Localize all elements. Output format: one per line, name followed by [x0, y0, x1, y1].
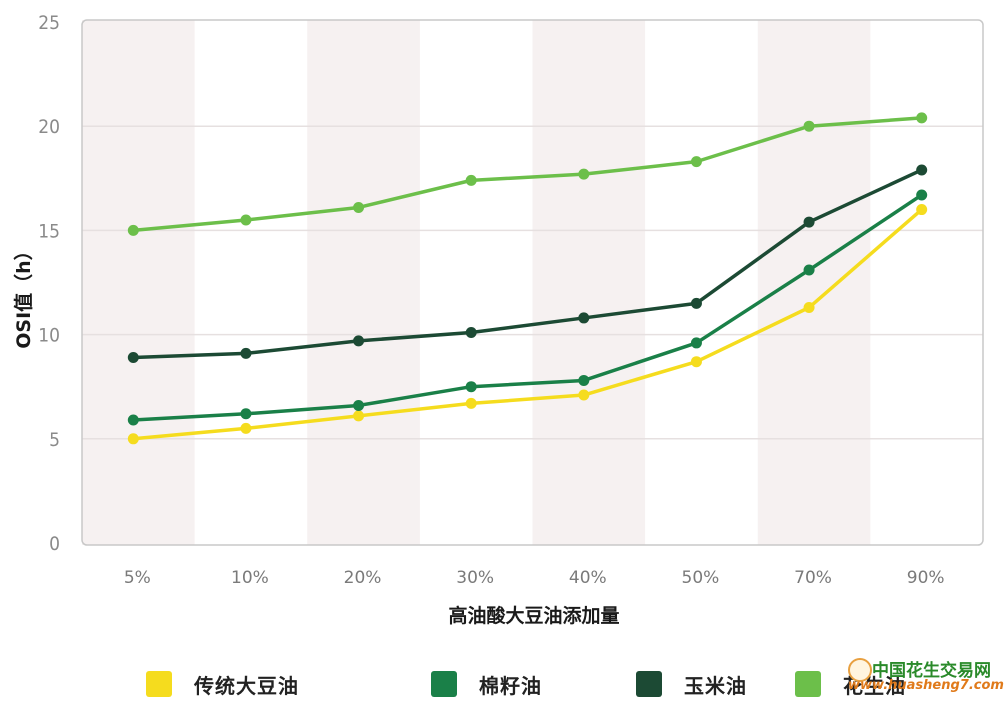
data-point [803, 302, 815, 314]
column-bands [82, 20, 871, 545]
x-tick-label: 70% [794, 568, 832, 588]
data-point [240, 214, 252, 226]
legend-label: 玉米油 [684, 673, 747, 698]
data-point [916, 112, 928, 124]
y-tick-label: 0 [49, 533, 60, 555]
legend-label: 棉籽油 [479, 673, 542, 698]
data-point [465, 174, 477, 186]
watermark-title: 中国花生交易网 [872, 661, 991, 681]
legend-swatch-soybean [146, 671, 172, 697]
data-point [127, 433, 139, 445]
x-tick-label: 90% [907, 568, 945, 588]
y-tick-label: 15 [38, 220, 60, 242]
legend-swatch-corn [636, 671, 662, 697]
data-point [353, 399, 365, 411]
data-point [803, 120, 815, 132]
data-point [578, 312, 590, 324]
column-band [532, 20, 646, 545]
data-point [127, 352, 139, 364]
y-tick-label: 5 [49, 429, 60, 451]
data-point [916, 164, 928, 176]
data-point [690, 356, 702, 368]
data-point [353, 201, 365, 213]
legend-item-cottonseed: 棉籽油 [431, 666, 542, 702]
series-花生油 [127, 112, 928, 236]
series-line [133, 168, 923, 360]
x-axis-ticks: 5% 10% 20% 30% 40% 50% 70% 90% [124, 568, 945, 588]
data-point [240, 347, 252, 359]
y-tick-label: 25 [38, 12, 60, 34]
data-point [578, 389, 590, 401]
y-axis-ticks: 0 5 10 15 20 25 [38, 12, 60, 555]
data-point [690, 297, 702, 309]
data-point [690, 337, 702, 349]
y-tick-label: 20 [38, 116, 60, 138]
data-point [353, 410, 365, 422]
column-band [757, 20, 871, 545]
x-tick-label: 40% [569, 568, 607, 588]
x-tick-label: 30% [456, 568, 494, 588]
grid-lines [82, 125, 983, 440]
legend-swatch-cottonseed [431, 671, 457, 697]
data-point [803, 264, 815, 276]
x-tick-label: 5% [124, 568, 151, 588]
data-point [465, 381, 477, 393]
data-point [240, 408, 252, 420]
data-point [127, 224, 139, 236]
x-tick-label: 10% [231, 568, 269, 588]
data-point [578, 168, 590, 180]
data-point [690, 156, 702, 168]
data-point [240, 422, 252, 434]
data-point [578, 374, 590, 386]
data-point [127, 414, 139, 426]
x-axis-title: 高油酸大豆油添加量 [448, 604, 619, 627]
series-玉米油 [127, 164, 928, 364]
legend-swatch-peanut [795, 671, 821, 697]
data-point [353, 335, 365, 347]
series-lines [127, 112, 928, 445]
legend-item-corn: 玉米油 [636, 666, 747, 702]
plot-frame [81, 19, 984, 546]
y-axis-title: OSI值（h） [12, 241, 35, 348]
x-tick-label: 20% [344, 568, 382, 588]
series-line [133, 116, 922, 233]
legend-item-soybean: 传统大豆油 [146, 666, 299, 702]
series-line [133, 193, 923, 422]
data-point [916, 189, 928, 201]
data-point [465, 327, 477, 339]
column-band [307, 20, 420, 545]
data-point [803, 216, 815, 228]
watermark: 中国花生交易网 www.huasheng7.com [848, 656, 1008, 706]
y-tick-label: 10 [38, 325, 60, 347]
series-棉籽油 [127, 189, 928, 426]
column-band [82, 20, 195, 545]
peanut-logo-icon [848, 658, 872, 682]
legend-label: 传统大豆油 [194, 673, 299, 698]
x-tick-label: 50% [682, 568, 720, 588]
watermark-url: www.huasheng7.com [848, 678, 1004, 693]
series-line [133, 208, 923, 441]
data-point [916, 204, 928, 216]
data-point [465, 397, 477, 409]
series-传统大豆油 [127, 204, 928, 445]
